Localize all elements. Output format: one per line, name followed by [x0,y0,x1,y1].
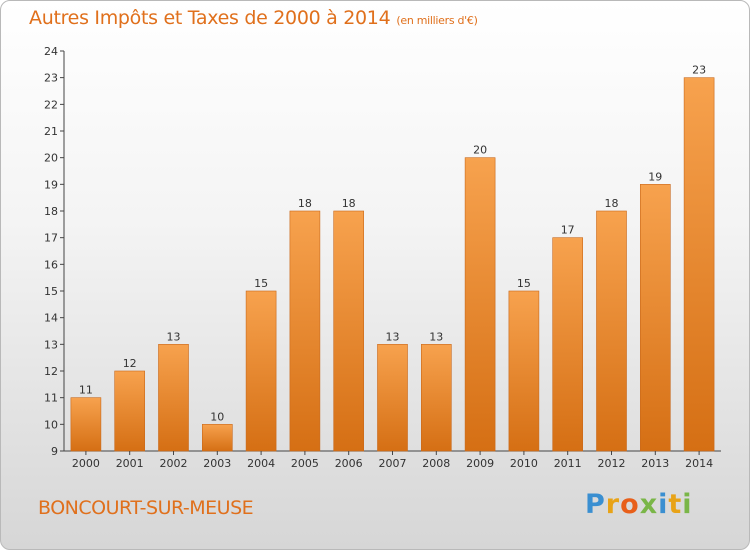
y-tick-label: 16 [44,258,58,271]
x-tick-label: 2011 [554,457,582,470]
bar [245,290,277,452]
bar [70,397,102,452]
bar [420,344,452,452]
x-tick-label: 2010 [510,457,538,470]
y-tick-label: 21 [44,125,58,138]
bar [552,237,584,452]
x-tick-label: 2005 [291,457,319,470]
y-tick-label: 13 [44,338,58,351]
x-tick-label: 2002 [160,457,188,470]
bar [289,210,321,452]
y-tick-label: 19 [44,178,58,191]
logo-letter: r [605,489,621,520]
proxiti-logo: Proxiti [585,489,693,520]
y-tick-label: 22 [44,98,58,111]
logo-letter: i [682,489,693,520]
logo-letter: t [668,489,683,520]
bar [158,344,189,452]
x-tick-label: 2013 [641,457,669,470]
bar [114,370,145,452]
bar-value-label: 12 [123,357,137,370]
bar-value-label: 13 [386,330,400,343]
logo-letter: o [620,489,640,520]
bar [508,290,540,452]
x-tick-label: 2008 [422,457,450,470]
x-tick-label: 2004 [247,457,275,470]
x-tick-label: 2000 [72,457,100,470]
x-tick-label: 2012 [598,457,626,470]
chart-title-text: Autres Impôts et Taxes de 2000 à 2014 [29,7,391,29]
chart-title: Autres Impôts et Taxes de 2000 à 2014 (en… [29,7,478,29]
bar-value-label: 10 [210,410,224,423]
y-tick-label: 20 [44,152,58,165]
y-tick-label: 17 [44,232,58,245]
bar [683,77,715,452]
bar-value-label: 20 [473,144,487,157]
logo-letter: i [658,489,669,520]
bar-value-label: 17 [561,224,575,237]
bar [639,184,671,452]
bar-value-label: 19 [648,170,662,183]
bar [464,157,496,452]
y-tick-label: 24 [44,45,58,58]
y-tick-label: 14 [44,312,58,325]
x-tick-label: 2007 [379,457,407,470]
logo-letter: P [585,489,606,520]
bar-value-label: 11 [79,384,93,397]
y-tick-label: 23 [44,72,58,85]
bar [333,210,365,452]
bar-value-label: 18 [298,197,312,210]
x-tick-label: 2001 [116,457,144,470]
bar-value-label: 18 [342,197,356,210]
commune-name: BONCOURT-SUR-MEUSE [38,497,254,519]
bar-value-label: 13 [429,330,443,343]
chart-subtitle: (en milliers d'€) [396,14,478,27]
x-tick-label: 2009 [466,457,494,470]
bar-value-label: 15 [254,277,268,290]
y-tick-label: 10 [44,418,58,431]
x-tick-label: 2014 [685,457,713,470]
bar-value-label: 13 [167,330,181,343]
y-tick-label: 12 [44,365,58,378]
y-tick-label: 15 [44,285,58,298]
bar [596,210,627,452]
bar [202,424,233,452]
logo-letter: x [639,489,659,520]
bar-value-label: 15 [517,277,531,290]
y-tick-label: 18 [44,205,58,218]
y-tick-label: 9 [51,445,58,458]
x-tick-label: 2003 [203,457,231,470]
x-tick-label: 2006 [335,457,363,470]
bar [377,344,408,452]
bar-value-label: 18 [605,197,619,210]
y-tick-label: 11 [44,392,58,405]
bar-value-label: 23 [692,64,706,77]
